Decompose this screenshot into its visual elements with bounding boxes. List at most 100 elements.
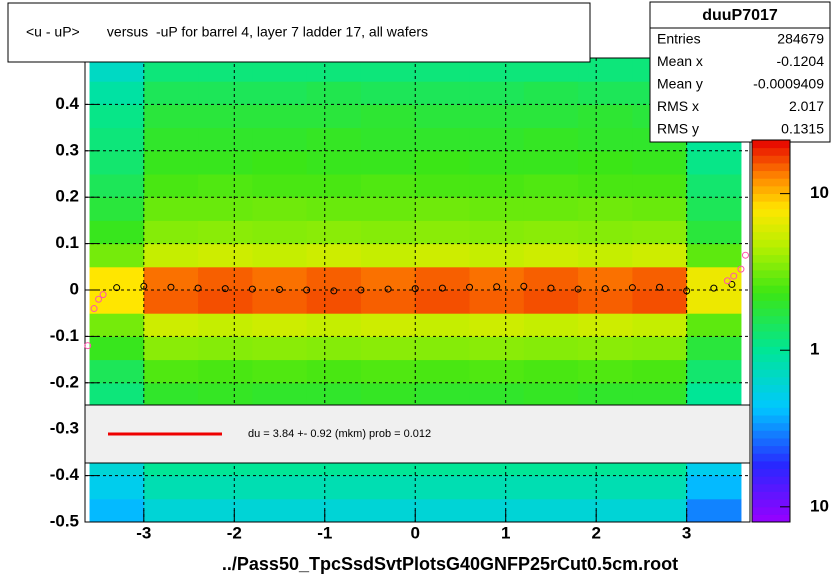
heatmap-cell bbox=[360, 58, 416, 82]
heatmap-cell bbox=[89, 359, 145, 384]
heatmap-cell bbox=[523, 243, 579, 268]
heatmap-cell bbox=[686, 359, 742, 384]
heatmap-cell bbox=[306, 220, 362, 245]
profile-point bbox=[84, 342, 92, 350]
heatmap-cell bbox=[198, 382, 253, 407]
profile-point bbox=[276, 286, 284, 294]
heatmap-cell bbox=[415, 81, 471, 105]
heatmap-cell bbox=[632, 266, 688, 291]
heatmap-cell bbox=[523, 81, 579, 105]
profile-point bbox=[248, 285, 256, 293]
heatmap-cell bbox=[198, 104, 253, 129]
y-tick-label: 0.2 bbox=[55, 187, 79, 206]
heatmap-cell bbox=[89, 220, 145, 245]
palette-frame bbox=[751, 139, 791, 523]
heatmap-cell bbox=[686, 150, 742, 175]
heatmap-cell bbox=[523, 475, 579, 500]
profile-point bbox=[737, 265, 745, 273]
heatmap-cell bbox=[306, 197, 362, 221]
heatmap-cell bbox=[252, 498, 308, 523]
heatmap-cell bbox=[198, 58, 253, 82]
heatmap-cell bbox=[360, 150, 416, 175]
heatmap-cell bbox=[469, 359, 525, 384]
palette-band bbox=[752, 491, 790, 500]
heatmap-cell bbox=[143, 58, 199, 82]
heatmap-cell bbox=[578, 197, 633, 221]
palette-band bbox=[752, 476, 790, 485]
palette-band bbox=[752, 262, 790, 271]
heatmap-cell bbox=[252, 290, 308, 314]
palette-band bbox=[752, 415, 790, 424]
heatmap-cell bbox=[143, 243, 199, 268]
heatmap-cell bbox=[523, 359, 579, 384]
x-tick-label: 2 bbox=[591, 523, 600, 542]
palette-band bbox=[752, 162, 790, 172]
heatmap-cell bbox=[415, 313, 471, 337]
palette-band bbox=[752, 185, 790, 194]
heatmap-cell bbox=[89, 81, 145, 105]
profile-point bbox=[330, 287, 338, 295]
palette-band bbox=[752, 193, 790, 202]
heatmap-cell bbox=[523, 174, 579, 198]
profile-point bbox=[221, 285, 229, 293]
heatmap-cell bbox=[523, 266, 579, 291]
heatmap-cell bbox=[198, 174, 253, 198]
heatmap-cell bbox=[469, 81, 525, 105]
heatmap-cell bbox=[306, 336, 362, 361]
palette-band bbox=[752, 445, 790, 454]
palette-band bbox=[752, 483, 790, 492]
profile-point bbox=[710, 284, 718, 292]
stats-value: 284679 bbox=[777, 31, 824, 47]
heatmap-cell bbox=[198, 498, 253, 523]
heatmap-cell bbox=[306, 58, 362, 82]
heatmap-cell bbox=[523, 220, 579, 245]
heatmap-cell bbox=[143, 174, 199, 198]
heatmap-cell bbox=[89, 266, 145, 291]
heatmap-cell bbox=[306, 150, 362, 175]
heatmap-cell bbox=[415, 104, 471, 129]
profile-point bbox=[95, 295, 103, 303]
heatmap-cell bbox=[143, 150, 199, 175]
heatmap-cell bbox=[143, 197, 199, 221]
palette-band bbox=[752, 506, 790, 515]
heatmap-cell bbox=[415, 266, 471, 291]
palette-band bbox=[752, 369, 790, 378]
y-tick-label: -0.4 bbox=[50, 465, 80, 484]
profile-point bbox=[520, 282, 528, 290]
profile-point bbox=[167, 283, 175, 291]
y-tick-label: 0 bbox=[70, 279, 79, 298]
profile-point bbox=[741, 251, 749, 259]
palette-band bbox=[752, 514, 790, 523]
x-tick-label: -3 bbox=[136, 523, 151, 542]
heatmap-cell bbox=[198, 243, 253, 268]
palette-band bbox=[752, 323, 790, 332]
heatmap-cell bbox=[686, 336, 742, 361]
heatmap-cell bbox=[632, 150, 688, 175]
palette-band bbox=[752, 407, 790, 416]
heatmap-cell bbox=[89, 290, 145, 314]
heatmap-cell bbox=[578, 58, 633, 82]
heatmap-cell bbox=[469, 150, 525, 175]
profile-point bbox=[601, 285, 609, 293]
heatmap-cell bbox=[469, 127, 525, 152]
heatmap-cell bbox=[632, 174, 688, 198]
heatmap-cell bbox=[89, 498, 145, 523]
profile-point bbox=[438, 284, 446, 292]
heatmap-cell bbox=[252, 359, 308, 384]
heatmap-cell bbox=[578, 150, 633, 175]
heatmap-cell bbox=[686, 197, 742, 221]
stats-value: 0.1315 bbox=[781, 121, 824, 137]
heatmap-cell bbox=[415, 150, 471, 175]
heatmap-cell bbox=[252, 266, 308, 291]
heatmap-cell bbox=[632, 475, 688, 500]
palette-band bbox=[752, 468, 790, 477]
heatmap-cell bbox=[360, 498, 416, 523]
heatmap-cell bbox=[252, 104, 308, 129]
profile-point bbox=[493, 283, 501, 291]
palette-band bbox=[752, 331, 790, 340]
heatmap-cell bbox=[469, 243, 525, 268]
profile-point bbox=[730, 272, 738, 280]
heatmap-cell bbox=[686, 382, 742, 407]
heatmap-cell bbox=[252, 58, 308, 82]
heatmap-cell bbox=[360, 475, 416, 500]
